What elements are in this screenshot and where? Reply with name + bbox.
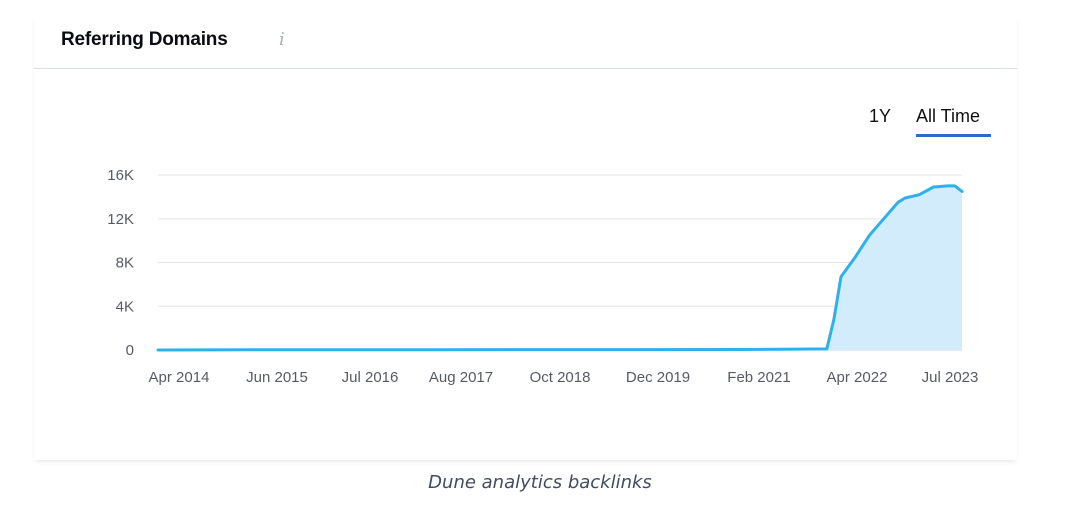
y-axis-labels: 0 4K 8K 12K 16K [107, 167, 134, 359]
referring-domains-chart: 0 4K 8K 12K 16K Apr 2014 Jun 2015 Jul 2016 Aug … [107, 167, 979, 386]
x-tick-label: Dec 2019 [626, 369, 690, 386]
y-tick-label: 16K [107, 167, 134, 184]
active-tab-indicator [916, 134, 991, 137]
tab-1y[interactable]: 1Y [869, 106, 892, 126]
tab-all-time[interactable]: All Time [916, 106, 981, 126]
x-tick-label: Aug 2017 [429, 369, 493, 386]
series-line [156, 184, 964, 352]
y-tick-label: 8K [116, 255, 134, 272]
x-tick-label: Jun 2015 [246, 369, 308, 386]
referring-domains-card: Referring Domains i 1Y All Time [34, 14, 1017, 460]
info-icon[interactable]: i [279, 29, 285, 50]
card-header: Referring Domains i [34, 14, 1017, 69]
y-tick-label: 4K [116, 298, 134, 315]
y-tick-label: 0 [126, 342, 134, 359]
card-title: Referring Domains [61, 29, 228, 50]
x-tick-label: Apr 2022 [827, 369, 888, 386]
series-area [158, 185, 962, 350]
x-tick-label: Oct 2018 [530, 369, 591, 386]
x-tick-label: Apr 2014 [149, 369, 210, 386]
x-axis-labels: Apr 2014 Jun 2015 Jul 2016 Aug 2017 Oct 2018… [149, 369, 979, 386]
figure-caption: Dune analytics backlinks [428, 472, 652, 493]
x-tick-label: Feb 2021 [727, 369, 790, 386]
y-tick-label: 12K [107, 211, 134, 228]
plot-layer [156, 184, 964, 352]
x-tick-label: Jul 2016 [342, 369, 399, 386]
x-tick-label: Jul 2023 [922, 369, 979, 386]
